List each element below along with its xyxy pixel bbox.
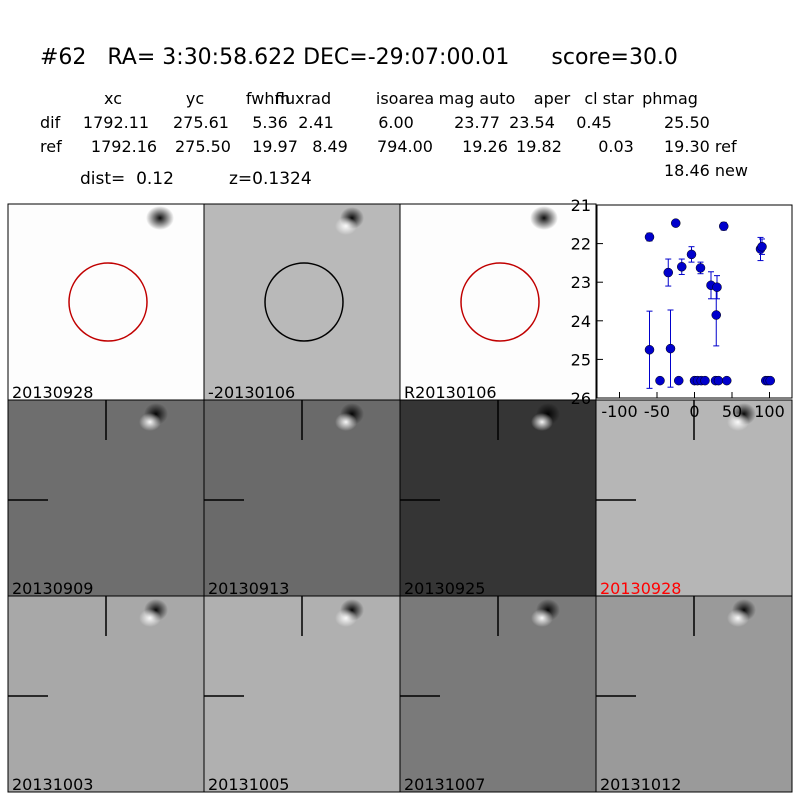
cell: 23.54 bbox=[509, 113, 555, 132]
plot-area bbox=[596, 204, 793, 399]
phmag-new: 18.46 new bbox=[664, 161, 748, 180]
cell: 5.36 bbox=[252, 113, 288, 132]
point bbox=[686, 249, 697, 260]
cell: 19.97 bbox=[252, 137, 298, 156]
residual-light bbox=[727, 413, 749, 431]
cell: 794.00 bbox=[377, 137, 433, 156]
point bbox=[644, 345, 655, 355]
cell: 25.50 bbox=[664, 113, 710, 132]
row-label: ref bbox=[40, 137, 62, 156]
x-tick-label: 50 bbox=[722, 402, 742, 421]
point bbox=[700, 375, 710, 386]
panel-label: 20131003 bbox=[12, 775, 93, 794]
point bbox=[757, 241, 767, 252]
cell: 1792.16 bbox=[91, 137, 157, 156]
title: #62 RA= 3:30:58.622 DEC=-29:07:00.01 sco… bbox=[40, 45, 678, 70]
aperture bbox=[264, 262, 344, 342]
residual-light bbox=[727, 609, 749, 627]
cell: 0.45 bbox=[576, 113, 612, 132]
panel-label: 20130909 bbox=[12, 579, 93, 598]
point bbox=[722, 375, 732, 386]
cell: 8.49 bbox=[312, 137, 348, 156]
y-tick-label: 21 bbox=[571, 196, 591, 215]
residual-light bbox=[139, 413, 161, 431]
cell: 19.26 bbox=[462, 137, 508, 156]
cell: 2.41 bbox=[298, 113, 334, 132]
point bbox=[655, 375, 665, 386]
panel-label: R20130106 bbox=[404, 383, 497, 402]
residual-light bbox=[335, 413, 357, 431]
cell: 6.00 bbox=[378, 113, 414, 132]
point bbox=[711, 310, 721, 320]
y-tick-label: 23 bbox=[571, 273, 591, 292]
point bbox=[644, 232, 655, 242]
point bbox=[663, 267, 673, 278]
star bbox=[146, 206, 174, 230]
dist: dist= 0.12 bbox=[80, 169, 174, 189]
cell: 19.82 bbox=[516, 137, 562, 156]
point bbox=[712, 282, 722, 292]
residual-light bbox=[335, 609, 357, 627]
panel-label: 20131005 bbox=[208, 775, 289, 794]
row-label: dif bbox=[40, 113, 61, 132]
thumbnail bbox=[7, 203, 205, 401]
residual-light bbox=[531, 609, 553, 627]
panel-label: 20130925 bbox=[404, 579, 485, 598]
y-tick-label: 24 bbox=[571, 312, 591, 331]
point bbox=[671, 218, 681, 228]
column-header: xc bbox=[104, 89, 122, 108]
point bbox=[765, 375, 775, 386]
redshift: z=0.1324 bbox=[229, 169, 312, 189]
x-tick-label: 0 bbox=[689, 402, 699, 421]
cell: 0.03 bbox=[598, 137, 634, 156]
aperture bbox=[68, 262, 148, 342]
y-tick-label: 25 bbox=[571, 350, 591, 369]
point bbox=[665, 343, 676, 354]
point bbox=[674, 375, 684, 386]
cell: 23.77 bbox=[454, 113, 500, 132]
cell: 1792.11 bbox=[83, 113, 149, 132]
residual-light bbox=[335, 217, 357, 235]
x-tick-label: 100 bbox=[754, 402, 785, 421]
aperture bbox=[460, 262, 540, 342]
x-tick-label: -100 bbox=[601, 402, 637, 421]
cell: 275.61 bbox=[173, 113, 229, 132]
point bbox=[719, 221, 729, 231]
panel-label: 20130928 bbox=[12, 383, 93, 402]
residual-light bbox=[139, 609, 161, 627]
residual-light bbox=[531, 413, 553, 431]
column-header: cl star bbox=[584, 89, 634, 108]
panel-label: 20130913 bbox=[208, 579, 289, 598]
cell: 275.50 bbox=[175, 137, 231, 156]
y-tick-label: 26 bbox=[571, 389, 591, 408]
column-header: yc bbox=[186, 89, 204, 108]
column-header: fwhm bbox=[246, 89, 290, 108]
panel-label: -20130106 bbox=[208, 383, 295, 402]
point bbox=[695, 263, 706, 273]
panel-label: 20130928 bbox=[600, 579, 681, 598]
panel-label: 20131012 bbox=[600, 775, 681, 794]
point bbox=[713, 375, 724, 386]
column-header: aper bbox=[534, 89, 571, 108]
point bbox=[677, 262, 687, 272]
star bbox=[530, 206, 558, 230]
column-header: phmag bbox=[642, 89, 698, 108]
column-header: fluxrad bbox=[275, 89, 331, 108]
thumbnail bbox=[399, 203, 597, 401]
panel-label: 20131007 bbox=[404, 775, 485, 794]
column-header: isoarea bbox=[376, 89, 434, 108]
column-header: mag auto bbox=[439, 89, 516, 108]
y-tick-label: 22 bbox=[571, 235, 591, 254]
thumbnail bbox=[203, 203, 401, 401]
cell: 19.30 ref bbox=[664, 137, 737, 156]
x-tick-label: -50 bbox=[644, 402, 670, 421]
